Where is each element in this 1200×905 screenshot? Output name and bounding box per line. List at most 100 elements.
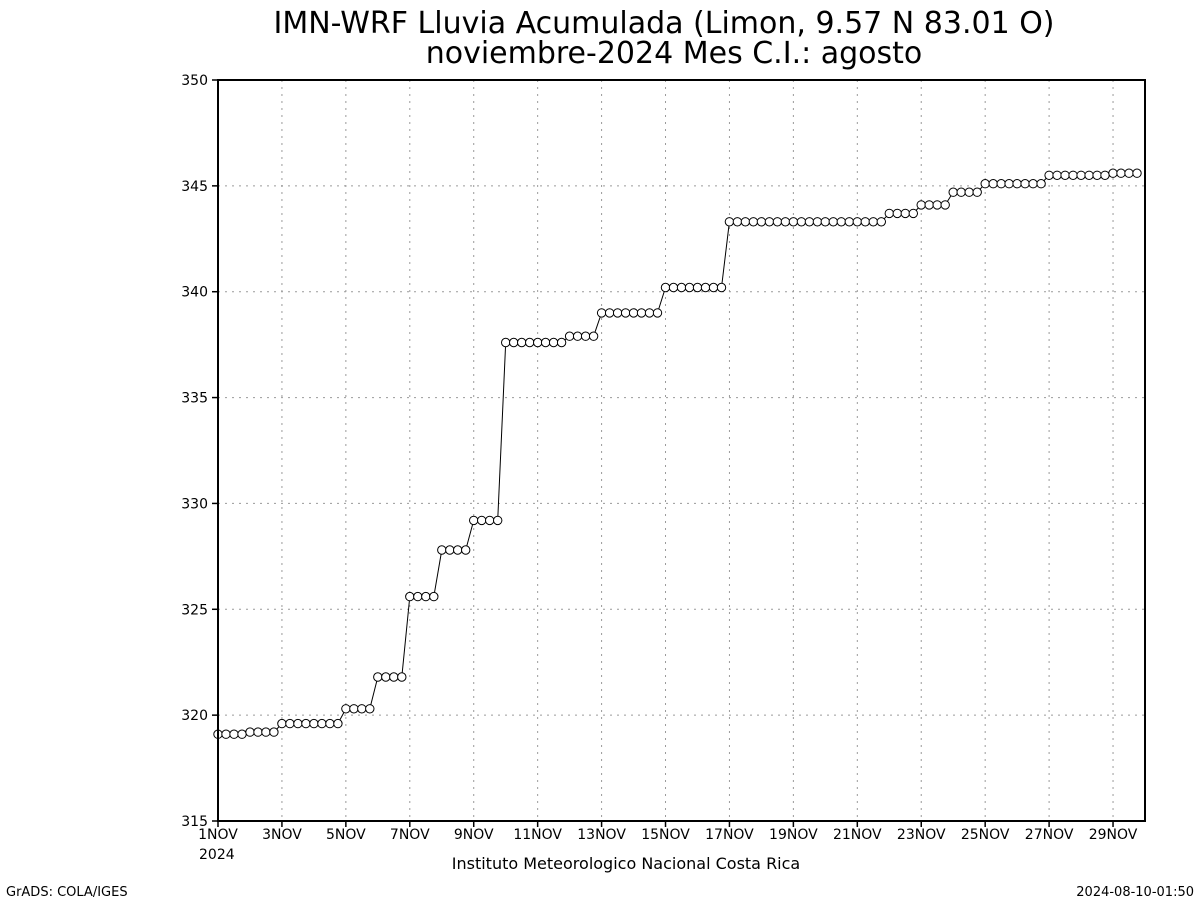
data-point (453, 545, 463, 555)
data-point (652, 308, 663, 318)
data-point (501, 337, 511, 348)
data-point (477, 515, 487, 526)
data-point (277, 718, 287, 729)
data-point (317, 718, 327, 729)
data-point (684, 282, 695, 293)
data-point (485, 515, 495, 526)
data-point (413, 591, 423, 602)
data-point (636, 308, 647, 318)
data-point (309, 718, 319, 729)
chart-title-line1: IMN-WRF Lluvia Acumulada (Limon, 9.57 N … (273, 6, 1054, 41)
data-point (389, 672, 399, 682)
data-point (325, 718, 335, 729)
data-point (788, 217, 799, 227)
data-point (445, 545, 455, 555)
data-point (948, 187, 958, 197)
data-point (908, 208, 918, 219)
data-point (572, 331, 583, 341)
data-point (660, 282, 671, 293)
data-point (748, 217, 759, 227)
data-point (812, 217, 823, 227)
x-tick-label: 5NOV (326, 827, 366, 843)
data-point (429, 591, 439, 602)
data-point (764, 217, 775, 227)
data-point (620, 308, 631, 318)
data-point (381, 672, 391, 682)
x-tick-year: 2024 (199, 847, 235, 863)
data-point (373, 672, 383, 682)
data-point (844, 217, 854, 227)
data-point (868, 217, 878, 227)
data-point (357, 704, 367, 714)
data-point (852, 217, 862, 227)
data-point (996, 179, 1006, 189)
data-point (756, 217, 767, 227)
data-point (1124, 168, 1134, 178)
data-point (285, 718, 295, 729)
x-tick-label: 15NOV (641, 827, 690, 843)
data-point (612, 308, 623, 318)
x-tick-label: 27NOV (1025, 827, 1074, 843)
x-tick-label: 7NOV (390, 827, 430, 843)
credit-text: Instituto Meteorologico Nacional Costa R… (452, 854, 800, 873)
data-point (1076, 170, 1086, 181)
data-point (269, 727, 279, 737)
data-point (644, 308, 655, 318)
data-point (772, 217, 783, 227)
data-point (1060, 170, 1070, 181)
data-point (1012, 179, 1022, 189)
data-point (1044, 170, 1054, 181)
data-point (628, 308, 639, 318)
data-point (517, 337, 527, 348)
data-point (732, 217, 743, 227)
data-point (796, 217, 807, 227)
data-point (1068, 170, 1078, 181)
x-tick-label: 23NOV (897, 827, 946, 843)
y-tick-label: 330 (181, 496, 208, 512)
x-tick-label: 3NOV (262, 827, 302, 843)
y-tick-label: 345 (181, 179, 208, 195)
x-tick-label: 25NOV (961, 827, 1010, 843)
data-point (1132, 168, 1142, 178)
data-point (692, 282, 703, 293)
x-tick-label: 1NOV (198, 827, 238, 843)
data-point (708, 282, 719, 293)
x-tick-label: 21NOV (833, 827, 882, 843)
data-point (237, 729, 247, 739)
data-point (668, 282, 679, 293)
data-point (964, 187, 974, 197)
y-tick-label: 340 (181, 285, 208, 301)
data-point (980, 179, 990, 189)
x-tick-label: 29NOV (1089, 827, 1138, 843)
data-point (876, 217, 886, 227)
data-point (860, 217, 870, 227)
data-point (1084, 170, 1094, 181)
data-point (533, 337, 543, 348)
footer-right: 2024-08-10-01:50 (1076, 885, 1194, 900)
data-point (724, 217, 735, 227)
y-axis: 315 320 325 330 335 340 345 350 (181, 73, 218, 830)
x-tick-label: 17NOV (705, 827, 754, 843)
y-tick-label: 335 (181, 391, 208, 407)
data-point (333, 718, 343, 729)
data-point (540, 337, 551, 348)
data-point (1092, 170, 1102, 181)
footer-left: GrADS: COLA/IGES (6, 885, 128, 900)
data-point (836, 217, 846, 227)
data-point (1108, 168, 1118, 178)
data-point (1052, 170, 1062, 181)
data-point (1004, 179, 1014, 189)
data-point (397, 672, 407, 682)
data-point (900, 208, 910, 219)
data-point (1116, 168, 1126, 178)
data-point (916, 200, 926, 210)
data-point (469, 515, 479, 526)
data-point (676, 282, 687, 293)
y-tick-label: 325 (181, 602, 208, 618)
data-point (716, 282, 727, 293)
data-point (700, 282, 711, 293)
data-point (828, 217, 838, 227)
data-point (301, 718, 311, 729)
x-axis: 1NOV 3NOV 5NOV 7NOV 9NOV 11NOV 13NOV 15NOV 17NOV… (198, 821, 1138, 843)
